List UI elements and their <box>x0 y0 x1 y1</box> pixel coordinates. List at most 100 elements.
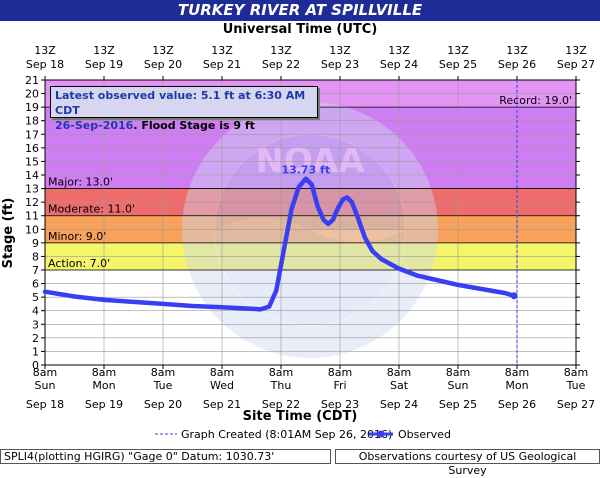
bottom-tick-label-time: 8am <box>92 366 116 379</box>
bottom-tick-label-date: Sep 18 <box>26 398 64 411</box>
top-axis-title: Universal Time (UTC) <box>222 22 378 37</box>
y-tick-label: 0 <box>32 359 39 372</box>
category-label-minor: Minor: 9.0' <box>48 230 106 243</box>
bottom-tick-label-time: 8am <box>33 366 57 379</box>
y-tick-label: 5 <box>32 291 39 304</box>
y-axis-title: Stage (ft) <box>1 198 16 269</box>
top-tick-label-date: Sep 26 <box>498 58 536 71</box>
y-tick-label: 9 <box>32 237 39 250</box>
footer-datum: SPLI4(plotting HGIRG) "Gage 0" Datum: 10… <box>0 449 331 464</box>
bottom-tick-label-time: 8am <box>564 366 588 379</box>
top-tick-label-time: 13Z <box>506 44 528 57</box>
top-tick-label-date: Sep 21 <box>203 58 241 71</box>
bottom-tick-label-weekday: Fri <box>333 379 346 392</box>
latest-value-text: Latest observed value: 5.1 ft at 6:30 AM… <box>55 89 306 117</box>
plot-border <box>44 79 577 366</box>
bottom-tick-label-time: 8am <box>328 366 352 379</box>
bottom-tick-label-date: Sep 20 <box>144 398 182 411</box>
y-tick-label: 21 <box>25 74 39 87</box>
bottom-tick-label-weekday: Mon <box>505 379 528 392</box>
top-tick-label-time: 13Z <box>34 44 56 57</box>
top-tick-label-time: 13Z <box>211 44 233 57</box>
top-tick-label-time: 13Z <box>565 44 587 57</box>
category-label-major: Major: 13.0' <box>48 176 113 189</box>
bottom-tick-label-weekday: Sun <box>35 379 56 392</box>
observed-line <box>42 176 517 312</box>
y-tick-label: 8 <box>32 250 39 263</box>
flood-stage-text: 26-Sep-2016. Flood Stage is 9 ft <box>55 118 313 133</box>
category-label-record: Record: 19.0' <box>499 94 572 107</box>
bottom-tick-label-date: Sep 21 <box>203 398 241 411</box>
top-tick-label-date: Sep 19 <box>85 58 123 71</box>
y-tick-label: 18 <box>25 115 39 128</box>
latest-observation-box: Latest observed value: 5.1 ft at 6:30 AM… <box>50 86 318 132</box>
bottom-tick-label-weekday: Tue <box>153 379 173 392</box>
bottom-tick-label-time: 8am <box>446 366 470 379</box>
bottom-tick-label-time: 8am <box>505 366 529 379</box>
y-tick-label: 14 <box>25 169 39 182</box>
y-tick-label: 19 <box>25 101 39 114</box>
bottom-tick-label-weekday: Mon <box>92 379 115 392</box>
chart-title: TURKEY RIVER AT SPILLVILLE <box>177 1 423 19</box>
top-tick-label-time: 13Z <box>270 44 292 57</box>
legend-observed-marker <box>377 430 385 438</box>
top-tick-label-time: 13Z <box>388 44 410 57</box>
y-tick-label: 16 <box>25 142 39 155</box>
y-tick-label: 11 <box>25 210 39 223</box>
category-label-action: Action: 7.0' <box>48 257 110 270</box>
bottom-tick-label-time: 8am <box>269 366 293 379</box>
noaa-logo-outer-ring <box>182 102 438 358</box>
y-tick-label: 17 <box>25 128 39 141</box>
bottom-tick-label-weekday: Sat <box>390 379 409 392</box>
latest-date: 26-Sep-2016 <box>55 119 134 132</box>
top-tick-label-time: 13Z <box>329 44 351 57</box>
hydrograph-chart: NOAA Record: 19.0' Major: 13.0' Moderate: … <box>1 44 595 441</box>
y-tick-label: 4 <box>32 305 39 318</box>
top-tick-label-time: 13Z <box>447 44 469 57</box>
top-tick-label-date: Sep 23 <box>321 58 359 71</box>
observed-series <box>42 176 518 312</box>
noaa-watermark: NOAA <box>182 102 438 358</box>
y-tick-label: 12 <box>25 196 39 209</box>
latest-observation-point <box>510 292 518 300</box>
bottom-tick-label-time: 8am <box>151 366 175 379</box>
category-label-moderate: Moderate: 11.0' <box>48 203 135 216</box>
footer-credit: Observations courtesy of US Geological S… <box>335 449 600 477</box>
bottom-axis-title: Site Time (CDT) <box>242 409 358 424</box>
noaa-logo-sea <box>215 217 405 325</box>
flood-stage-rest: . Flood Stage is 9 ft <box>133 119 255 132</box>
bottom-tick-label-date: Sep 24 <box>380 398 418 411</box>
bottom-tick-label-time: 8am <box>210 366 234 379</box>
top-tick-label-time: 13Z <box>93 44 115 57</box>
bottom-tick-label-date: Sep 22 <box>262 398 300 411</box>
y-tick-label: 7 <box>32 264 39 277</box>
y-tick-label: 20 <box>25 88 39 101</box>
legend-graph-created-label: Graph Created (8:01AM Sep 26, 2016) <box>181 428 392 441</box>
y-tick-label: 2 <box>32 332 39 345</box>
bottom-tick-label-weekday: Tue <box>566 379 586 392</box>
bottom-tick-label-time: 8am <box>387 366 411 379</box>
bottom-tick-label-date: Sep 27 <box>557 398 595 411</box>
top-tick-label-time: 13Z <box>152 44 174 57</box>
top-tick-label-date: Sep 18 <box>26 58 64 71</box>
y-tick-label: 1 <box>32 345 39 358</box>
bottom-tick-label-date: Sep 23 <box>321 398 359 411</box>
y-tick-label: 15 <box>25 155 39 168</box>
top-tick-label-date: Sep 27 <box>557 58 595 71</box>
title-bar <box>0 0 600 21</box>
bottom-tick-label-date: Sep 26 <box>498 398 536 411</box>
peak-label: 13.73 ft <box>281 164 330 177</box>
y-tick-label: 3 <box>32 318 39 331</box>
y-tick-label: 13 <box>25 183 39 196</box>
top-tick-label-date: Sep 22 <box>262 58 300 71</box>
y-tick-label: 6 <box>32 278 39 291</box>
bottom-tick-label-weekday: Sun <box>448 379 469 392</box>
bottom-tick-label-date: Sep 25 <box>439 398 477 411</box>
bottom-tick-label-weekday: Thu <box>270 379 292 392</box>
y-tick-label: 10 <box>25 223 39 236</box>
top-tick-label-date: Sep 24 <box>380 58 418 71</box>
top-tick-label-date: Sep 20 <box>144 58 182 71</box>
